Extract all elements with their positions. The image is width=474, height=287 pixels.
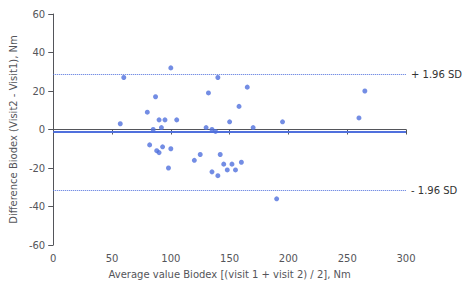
svg-text:60: 60	[32, 9, 45, 20]
svg-text:-40: -40	[29, 201, 45, 212]
svg-text:20: 20	[32, 86, 45, 97]
svg-text:150: 150	[220, 253, 239, 264]
svg-text:Average value Biodex [(visit 1: Average value Biodex [(visit 1 + visit 2…	[109, 269, 351, 280]
svg-text:100: 100	[161, 253, 180, 264]
svg-text:250: 250	[338, 253, 357, 264]
svg-text:50: 50	[106, 253, 119, 264]
svg-text:0: 0	[50, 253, 56, 264]
svg-text:-20: -20	[29, 163, 45, 174]
svg-text:-60: -60	[29, 240, 45, 251]
svg-text:40: 40	[32, 47, 45, 58]
svg-text:Difference Biodex (Visit2 - Vi: Difference Biodex (Visit2 - Visit1), Nm	[8, 35, 19, 224]
svg-text:200: 200	[279, 253, 298, 264]
svg-text:+ 1.96 SD: + 1.96 SD	[411, 69, 462, 80]
svg-text:0: 0	[39, 124, 45, 135]
svg-text:300: 300	[396, 253, 415, 264]
svg-text:- 1.96 SD: - 1.96 SD	[411, 185, 458, 196]
